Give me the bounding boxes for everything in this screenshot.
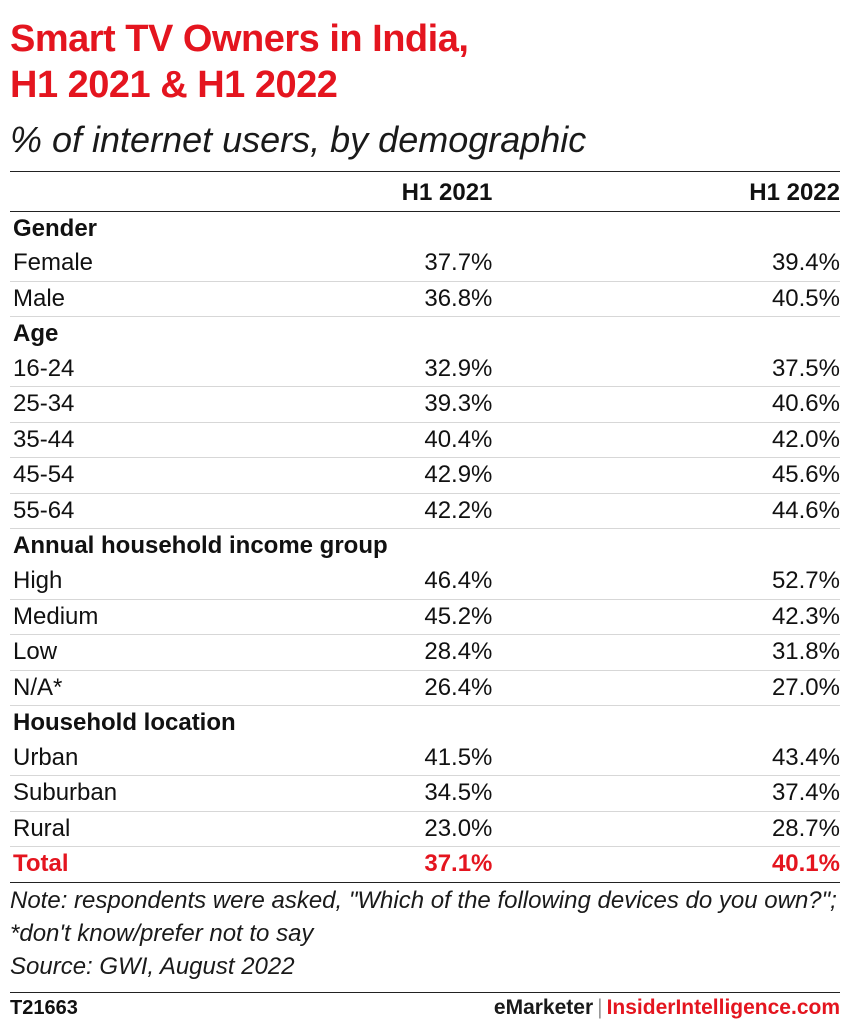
- row-label: Suburban: [10, 775, 312, 812]
- table-row: Suburban 34.5% 37.4%: [10, 775, 840, 812]
- row-label: Male: [10, 281, 312, 318]
- section-header-row: Age: [10, 317, 840, 352]
- chart-title: Smart TV Owners in India, H1 2021 & H1 2…: [10, 16, 840, 108]
- value-h1-2022: 42.0%: [492, 422, 840, 459]
- row-label: 35-44: [10, 422, 312, 459]
- column-header-h1-2022: H1 2022: [492, 176, 840, 212]
- table-row: 35-44 40.4% 42.0%: [10, 422, 840, 459]
- brand-emarketer: eMarketer: [493, 996, 594, 1019]
- value-h1-2022: 44.6%: [492, 493, 840, 530]
- value-h1-2021: 40.4%: [311, 422, 493, 459]
- column-header-label: [10, 176, 312, 212]
- section-label: Annual household income group: [13, 532, 388, 560]
- total-row: Total 37.1% 40.1%: [10, 846, 840, 883]
- row-label: 55-64: [10, 493, 312, 530]
- top-rule: [10, 171, 840, 172]
- value-h1-2022: 28.7%: [492, 811, 840, 848]
- table-row: High 46.4% 52.7%: [10, 564, 840, 600]
- section-header-row: Household location: [10, 706, 840, 741]
- section-label: Gender: [13, 214, 98, 242]
- footnote: Note: respondents were asked, "Which of …: [10, 884, 840, 983]
- note-text: Note: respondents were asked, "Which of …: [10, 887, 837, 947]
- value-h1-2022: 39.4%: [492, 246, 840, 282]
- table-row: 16-24 32.9% 37.5%: [10, 351, 840, 388]
- row-label: Female: [10, 246, 312, 282]
- value-h1-2021: 34.5%: [311, 775, 493, 812]
- value-h1-2021: 41.5%: [311, 740, 493, 777]
- table-row: 45-54 42.9% 45.6%: [10, 457, 840, 494]
- row-label: N/A*: [10, 670, 312, 707]
- chart-title-line-2: H1 2021 & H1 2022: [10, 64, 338, 106]
- chart-id: T21663: [10, 997, 78, 1019]
- value-h1-2021: 32.9%: [311, 351, 493, 388]
- bottom-rule: [10, 992, 840, 993]
- table-row: N/A* 26.4% 27.0%: [10, 670, 840, 707]
- value-h1-2021: 42.2%: [311, 493, 493, 530]
- value-h1-2022: 40.5%: [492, 281, 840, 318]
- section-label: Age: [13, 320, 59, 348]
- value-h1-2021: 45.2%: [311, 599, 493, 636]
- table-row: 25-34 39.3% 40.6%: [10, 386, 840, 423]
- table-row: Urban 41.5% 43.4%: [10, 740, 840, 777]
- total-h1-2021: 37.1%: [311, 846, 493, 883]
- value-h1-2021: 39.3%: [311, 386, 493, 423]
- value-h1-2021: 36.8%: [311, 281, 493, 318]
- brand-separator: |: [597, 996, 603, 1019]
- value-h1-2022: 40.6%: [492, 386, 840, 423]
- value-h1-2021: 23.0%: [311, 811, 493, 848]
- row-label: 45-54: [10, 457, 312, 494]
- table-row: Male 36.8% 40.5%: [10, 281, 840, 318]
- row-label: Medium: [10, 599, 312, 636]
- data-table: H1 2021 H1 2022 Gender Female 37.7% 39.4% Ma…: [10, 176, 840, 883]
- chart-subtitle: % of internet users, by demographic: [10, 119, 587, 160]
- section-label: Household location: [13, 709, 236, 737]
- value-h1-2021: 26.4%: [311, 670, 493, 707]
- row-label: Rural: [10, 811, 312, 848]
- value-h1-2022: 31.8%: [492, 634, 840, 671]
- value-h1-2021: 42.9%: [311, 457, 493, 494]
- table-row: Low 28.4% 31.8%: [10, 634, 840, 671]
- section-header-row: Annual household income group: [10, 529, 840, 564]
- table-row: Medium 45.2% 42.3%: [10, 599, 840, 636]
- value-h1-2021: 28.4%: [311, 634, 493, 671]
- table-body: Gender Female 37.7% 39.4% Male 36.8% 40.5% Age 1…: [10, 211, 840, 883]
- total-h1-2022: 40.1%: [492, 846, 840, 883]
- row-label: 25-34: [10, 386, 312, 423]
- value-h1-2022: 45.6%: [492, 457, 840, 494]
- value-h1-2022: 37.4%: [492, 775, 840, 812]
- row-label: Urban: [10, 740, 312, 777]
- value-h1-2022: 37.5%: [492, 351, 840, 388]
- row-label: High: [10, 564, 312, 600]
- row-label: 16-24: [10, 351, 312, 388]
- column-header-h1-2021: H1 2021: [311, 176, 493, 212]
- table-header-row: H1 2021 H1 2022: [10, 176, 840, 212]
- value-h1-2021: 37.7%: [311, 246, 493, 282]
- value-h1-2022: 27.0%: [492, 670, 840, 707]
- chart-title-line-1: Smart TV Owners in India,: [10, 18, 469, 60]
- value-h1-2022: 42.3%: [492, 599, 840, 636]
- source-text: Source: GWI, August 2022: [10, 953, 295, 980]
- total-label: Total: [10, 846, 312, 883]
- brand-insider-intelligence: InsiderIntelligence.com: [606, 996, 840, 1019]
- value-h1-2021: 46.4%: [311, 564, 493, 600]
- row-label: Low: [10, 634, 312, 671]
- value-h1-2022: 43.4%: [492, 740, 840, 777]
- value-h1-2022: 52.7%: [492, 564, 840, 600]
- table-row: Rural 23.0% 28.7%: [10, 811, 840, 848]
- table-row: 55-64 42.2% 44.6%: [10, 493, 840, 530]
- section-header-row: Gender: [10, 211, 840, 246]
- brand-credit: eMarketer | InsiderIntelligence.com: [494, 996, 840, 1020]
- table-row: Female 37.7% 39.4%: [10, 246, 840, 282]
